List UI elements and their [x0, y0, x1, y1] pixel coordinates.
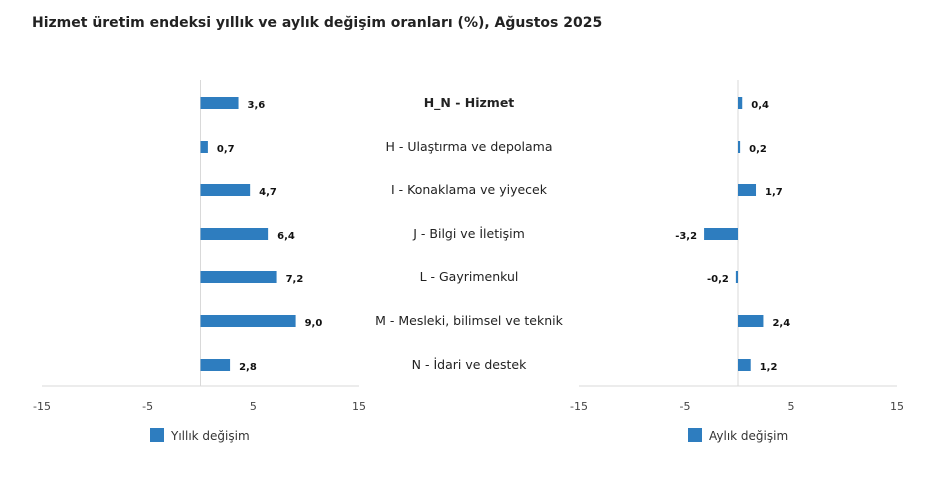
bar: [738, 359, 751, 371]
category-label: H_N - Hizmet: [424, 95, 515, 111]
bar: [738, 141, 741, 153]
x-tick-label: 5: [788, 400, 795, 413]
data-label: -3,2: [675, 231, 697, 242]
bar: [200, 141, 208, 153]
x-tick-label: -5: [142, 400, 153, 413]
category-label: L - Gayrimenkul: [420, 269, 519, 284]
x-tick-label: 15: [890, 400, 904, 413]
data-label: 7,2: [286, 274, 304, 285]
bar: [200, 359, 231, 371]
legend-label: Aylık değişim: [709, 429, 788, 443]
x-tick-label: 15: [352, 400, 366, 413]
bar: [200, 315, 296, 327]
data-label: 1,2: [760, 362, 778, 373]
bar: [200, 271, 277, 283]
data-label: 4,7: [259, 187, 277, 198]
data-label: -0,2: [707, 274, 729, 285]
category-label: H - Ulaştırma ve depolama: [386, 139, 553, 154]
chart-title: Hizmet üretim endeksi yıllık ve aylık de…: [32, 15, 603, 31]
bar: [704, 228, 738, 240]
x-tick-label: -5: [680, 400, 691, 413]
category-label: N - İdari ve destek: [412, 357, 527, 372]
x-tick-label: -15: [570, 400, 588, 413]
bar: [200, 184, 251, 196]
category-label: I - Konaklama ve yiyecek: [391, 182, 548, 197]
data-label: 0,4: [751, 100, 769, 111]
data-label: 1,7: [765, 187, 783, 198]
bar: [200, 97, 239, 109]
bar: [735, 271, 738, 283]
data-label: 2,4: [772, 318, 790, 329]
legend-swatch: [688, 428, 702, 442]
bar: [738, 315, 764, 327]
legend-swatch: [150, 428, 164, 442]
category-label: M - Mesleki, bilimsel ve teknik: [375, 313, 564, 328]
data-label: 3,6: [248, 100, 266, 111]
x-tick-label: 5: [250, 400, 257, 413]
data-label: 0,7: [217, 144, 235, 155]
legend-label: Yıllık değişim: [170, 429, 250, 443]
bar: [200, 228, 269, 240]
bar: [738, 184, 757, 196]
category-label: J - Bilgi ve İletişim: [412, 226, 525, 241]
bar: [738, 97, 743, 109]
x-tick-label: -15: [33, 400, 51, 413]
data-label: 2,8: [239, 362, 257, 373]
data-label: 0,2: [749, 144, 767, 155]
data-label: 9,0: [305, 318, 323, 329]
data-label: 6,4: [277, 231, 295, 242]
